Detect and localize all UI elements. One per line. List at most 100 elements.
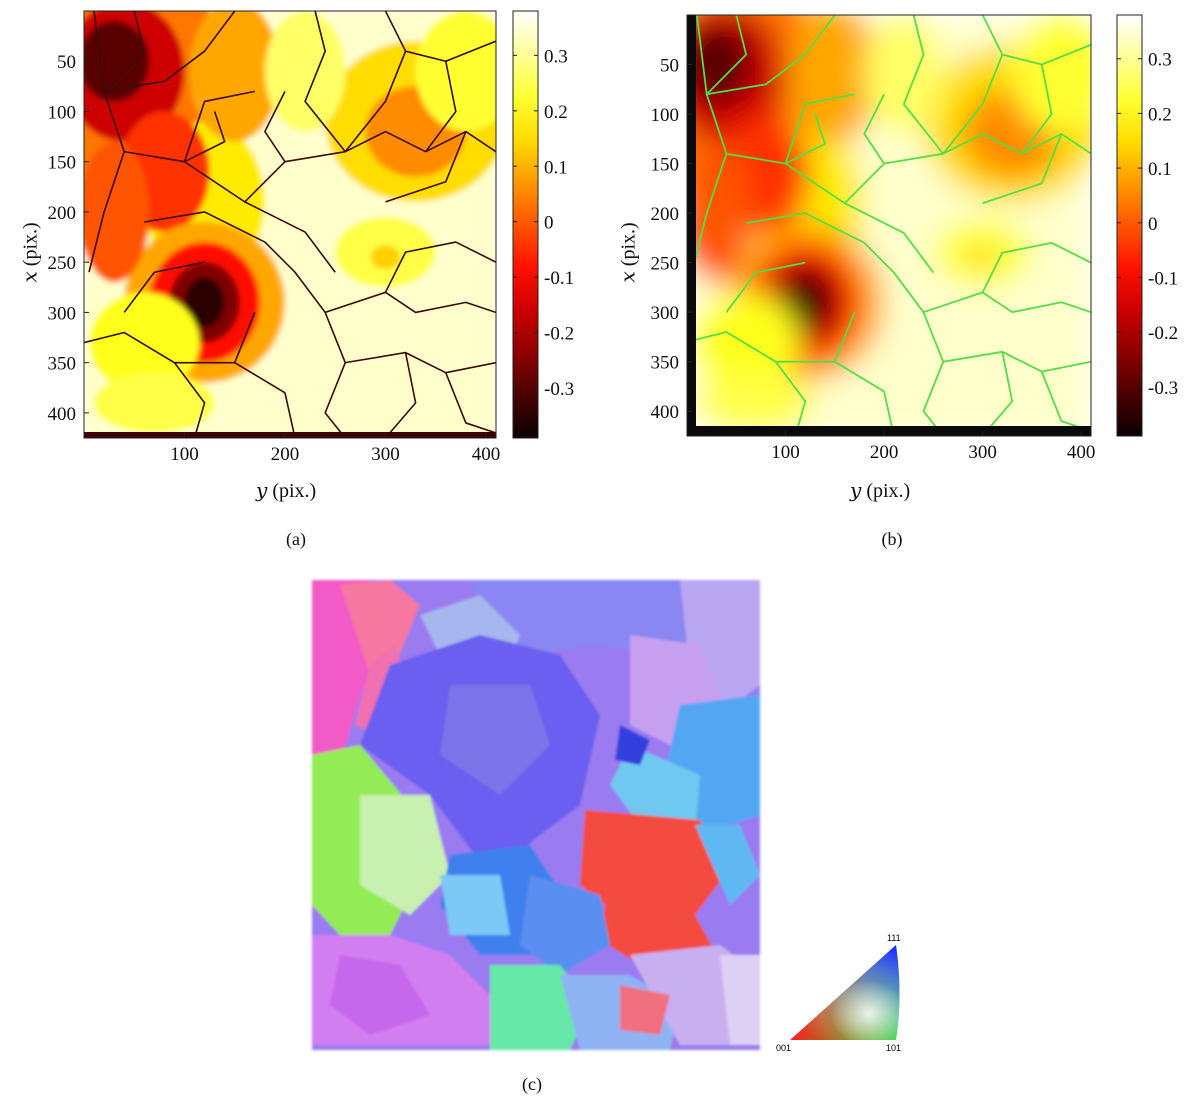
colorbar-tick-label: -0.1 [544,268,574,289]
x-tick-label: 400 [472,444,501,465]
grain-boundaries [84,11,496,438]
field-region [370,245,401,270]
field-region [691,292,801,392]
y-tick-label: 150 [651,155,680,176]
colorbar-tick-label: -0.3 [544,379,574,400]
grain-boundary [184,111,226,163]
grain-boundary [833,311,856,363]
ipf-label-111: 111 [887,933,901,943]
grain-boundary [183,90,255,162]
grain-boundary [233,312,256,363]
y-tick-label: 400 [651,402,680,423]
colorbar-tick-label: 0 [544,213,554,234]
field-region [864,15,944,134]
y-tick-label: 250 [48,253,77,274]
y-tick-label: 50 [57,52,76,73]
field-region [967,245,998,270]
grain-boundary [943,350,1091,373]
grain-boundary [982,133,1063,205]
y-tick-label: 200 [48,203,77,224]
grain-boundaries [687,15,1091,436]
grain-boundary [923,291,1091,314]
colorbar-tick-label: 0.3 [1148,50,1172,71]
field-region [687,24,752,105]
colorbar-tick-label: -0.2 [544,324,574,345]
field-region [89,292,200,393]
grain-boundary [304,11,346,153]
panel-b-xlabel: y (pix.) [850,478,911,502]
field-region [84,141,150,283]
colorbar [1116,14,1143,437]
ipf-orientation-map [312,580,760,1050]
colorbar-tick-label: -0.1 [1148,268,1178,289]
x-tick-label: 100 [170,444,199,465]
field-region [687,143,752,283]
masked-edge-bottom [687,426,1091,436]
field-region [785,277,825,328]
grain-boundary [425,61,457,153]
grain-boundary [123,261,205,313]
grain-boundary [942,54,1004,155]
plot-frame [83,10,497,439]
grain-boundary [103,11,146,92]
grain-boundary [745,212,945,436]
y-tick-label: 300 [48,303,77,324]
y-tick-label: 200 [651,204,680,225]
colorbar [512,10,539,439]
grain-boundary [981,351,1014,436]
grain-boundary [174,361,296,438]
plot-frame [686,14,1092,437]
y-tick-label: 250 [651,254,680,275]
x-tick-label: 100 [771,442,800,463]
ipf-label-101: 101 [886,1043,901,1053]
field-region [184,277,225,328]
colorbar-tick-label: -0.2 [1148,323,1178,344]
y-tick-label: 300 [651,303,680,324]
grain-boundary [706,15,748,95]
colorbar-tick-label: 0 [1148,214,1158,235]
grain-boundary [1021,64,1053,155]
grain-boundary [775,360,895,436]
colorbar-tick-label: 0.3 [544,46,568,67]
grain-boundary [445,372,496,434]
field-region [94,372,215,433]
grain-boundary [384,352,417,438]
ipf-label-001: 001 [776,1043,791,1053]
grain-boundary [384,241,496,293]
grain-boundary [784,93,855,164]
grain-boundary [385,131,467,203]
grain-boundary [981,241,1091,293]
x-tick-label: 200 [870,442,899,463]
heatmap-field [84,11,496,438]
panel-a-xlabel: y (pix.) [256,478,317,502]
x-tick-label: 400 [1067,442,1096,463]
panel-a-caption: (a) [286,529,306,549]
y-tick-label: 350 [48,354,77,375]
field-region [790,15,880,144]
field-region [84,21,150,102]
y-tick-label: 350 [651,353,680,374]
colorbar-tick-label: 0.2 [1148,104,1172,125]
panel-c-caption: (c) [522,1074,542,1094]
grain-boundary [902,15,944,155]
y-tick-label: 400 [48,404,77,425]
x-tick-label: 300 [371,444,400,465]
colorbar-tick-label: 0.1 [544,157,568,178]
x-tick-label: 200 [271,444,300,465]
grain-boundary [725,261,806,313]
colorbar-tick-label: -0.3 [1148,378,1178,399]
grain-boundary [706,15,836,96]
heatmap-panel-b: 100 200 300 400 50 100 150 200 250 300 350 400 0.3 0.… [651,14,1178,463]
ipf-color-key: 111 001 101 [776,933,901,1053]
grain-boundary [384,11,496,63]
field-region [189,11,280,142]
grain-boundary [785,113,826,165]
panel-b-ylabel: x (pix.) [615,222,640,283]
grain-boundary [345,351,496,374]
orientation-map-panel-c: 111 001 101 [312,580,901,1053]
grain-boundary [324,291,496,314]
heatmap-field [687,15,1091,436]
masked-edge-bottom [84,432,496,438]
panel-b-caption: (b) [881,529,903,549]
